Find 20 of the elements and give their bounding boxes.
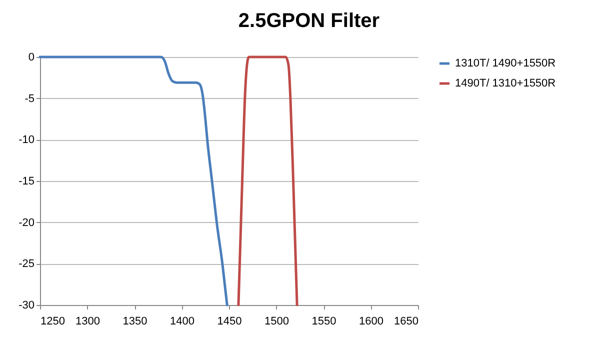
chart-title: 2.5GPON Filter — [238, 10, 380, 32]
y-tick-label: -15 — [18, 176, 34, 188]
x-tick-label: 1600 — [359, 316, 384, 328]
y-tick-label: 0 — [28, 52, 34, 64]
x-tick-label: 1450 — [217, 316, 242, 328]
x-tick-label: 1500 — [264, 316, 289, 328]
y-tick-label: -30 — [18, 300, 34, 312]
x-tick-label: 1400 — [170, 316, 194, 328]
line-series — [237, 56, 298, 306]
y-tick-label: -5 — [24, 92, 34, 105]
x-tick-label: 1250 — [40, 316, 65, 328]
x-tick-label: 1650 — [394, 316, 418, 328]
y-tick-label: -25 — [18, 258, 34, 270]
y-tick-label: -10 — [18, 134, 34, 146]
legend-label: 1310T/ 1490+1550R — [455, 58, 556, 70]
x-tick-label: 1300 — [76, 316, 100, 328]
x-tick-label: 1350 — [122, 316, 148, 328]
x-tick-label: 1550 — [312, 316, 336, 328]
y-tick-label: -20 — [18, 216, 34, 229]
legend-label: 1490T/ 1310+1550R — [455, 78, 556, 90]
